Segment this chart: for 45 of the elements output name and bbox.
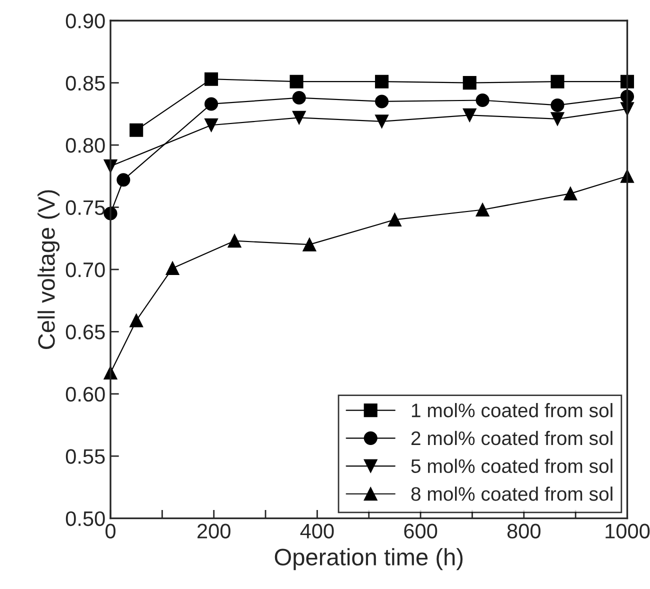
legend-label: 1 mol% coated from sol: [412, 403, 612, 418]
point: [130, 314, 144, 328]
x-tick-label: 0: [106, 524, 116, 538]
point: [292, 90, 306, 105]
y-axis-title: Cell voltage (V): [38, 190, 60, 349]
point: [204, 118, 218, 132]
legend-label: 2 mol% coated from sol: [411, 430, 612, 446]
x-tick-label: 600: [404, 524, 438, 538]
point: [462, 76, 476, 90]
point: [130, 123, 144, 137]
x-axis-title: Operation time (h): [274, 548, 463, 570]
point: [292, 110, 306, 124]
x-tick-label: 800: [507, 524, 540, 538]
point: [204, 72, 218, 86]
y-tick-label: 0.80: [66, 138, 105, 153]
point: [204, 97, 218, 111]
point: [375, 94, 389, 108]
y-tick-label: 0.85: [66, 76, 105, 91]
point: [166, 261, 180, 275]
point: [462, 108, 476, 122]
y-tick-label: 0.90: [66, 14, 105, 28]
point: [550, 98, 564, 112]
y-tick-label: 0.60: [66, 386, 105, 402]
point: [476, 202, 490, 217]
point: [388, 212, 402, 226]
point: [375, 74, 389, 88]
x-tick-label: 400: [300, 524, 334, 538]
point: [302, 238, 316, 252]
y-tick-label: 0.65: [66, 324, 105, 340]
y-tick-label: 0.50: [66, 511, 105, 526]
y-tick-label: 0.70: [66, 262, 105, 278]
legend-label: 5 mol% coated from sol: [411, 458, 612, 474]
point: [116, 173, 130, 187]
point: [476, 93, 490, 108]
x-tick-label: 1000: [606, 524, 650, 538]
point: [290, 74, 304, 88]
point: [550, 112, 564, 126]
legend-label: 8 mol% coated from sol: [411, 486, 612, 501]
y-tick-label: 0.75: [66, 200, 105, 216]
point: [550, 74, 564, 88]
point: [375, 114, 389, 128]
point: [564, 186, 578, 200]
point: [228, 234, 242, 248]
x-tick-label: 200: [198, 524, 230, 538]
y-tick-label: 0.55: [66, 449, 105, 464]
